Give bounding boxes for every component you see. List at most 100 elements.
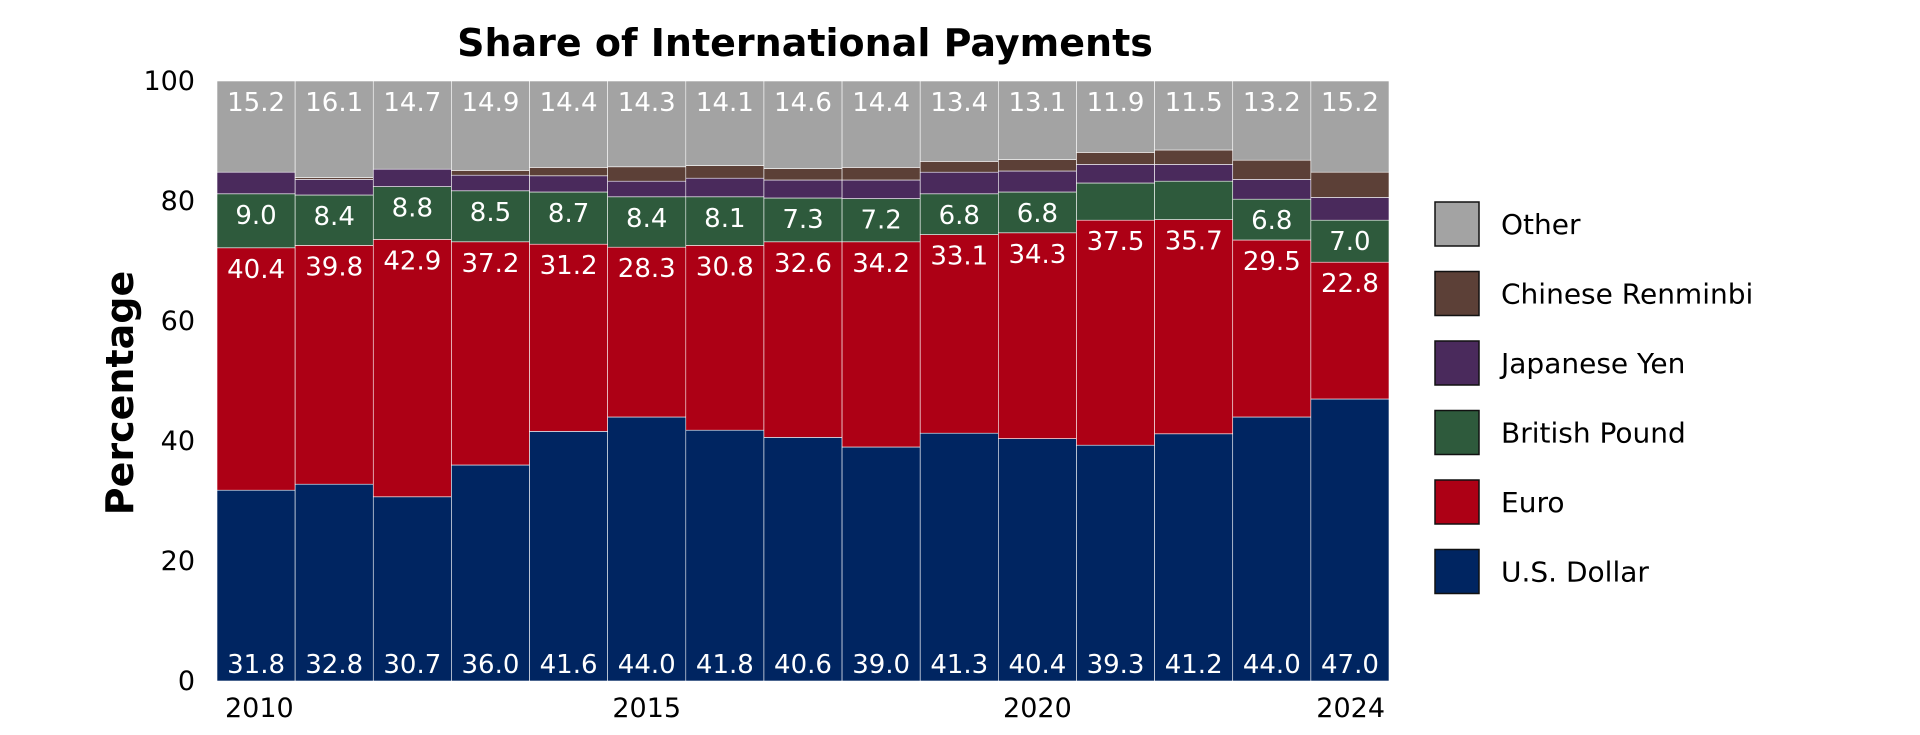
bar-segment [1232,179,1312,200]
data-label: 31.8 [227,650,285,680]
bar-segment [451,174,530,192]
data-label: 8.1 [704,204,745,234]
bar-segment [919,234,999,434]
data-label: 39.3 [1087,650,1145,680]
data-label: 7.3 [782,205,823,235]
x-tick-label: 2010 [225,693,294,724]
data-label: 13.2 [1243,88,1301,118]
bar-segment [1310,219,1390,263]
bar-segment [1310,171,1390,198]
legend-swatch [1434,479,1480,525]
bar-segment [919,161,999,173]
bar-segment [841,446,921,682]
bar-segment [998,170,1077,193]
data-label: 6.8 [939,201,980,231]
bar-segment [763,241,843,438]
legend-swatch [1434,340,1480,386]
bar-segment [294,80,374,178]
data-label: 22.8 [1321,269,1379,299]
bar-segment [1232,239,1312,418]
bar-segment [841,198,921,243]
legend-label: Other [1501,208,1581,241]
data-label: 36.0 [462,650,520,680]
bar-segment [451,464,530,682]
data-label: 41.2 [1165,650,1223,680]
bar-segment [372,80,452,170]
data-label: 8.4 [626,204,667,234]
bar-segment [607,416,687,682]
bar-segment [998,438,1077,682]
data-label: 32.6 [774,249,832,279]
x-tick-label: 2015 [612,693,681,724]
bar-segment [841,241,921,448]
bar-segment [372,239,452,498]
data-label: 8.7 [548,199,589,229]
data-label: 35.7 [1165,227,1223,257]
data-label: 30.8 [696,252,754,282]
data-label: 8.5 [470,198,511,228]
data-label: 34.2 [852,249,910,279]
data-label: 11.5 [1165,88,1223,118]
bar-segment [1154,219,1234,435]
legend-label: Chinese Renminbi [1501,278,1753,311]
data-label: 47.0 [1321,650,1379,680]
bar-segment [685,177,765,198]
bar-segment [216,247,296,491]
data-label: 13.4 [930,88,988,118]
data-label: 41.6 [540,650,598,680]
bar-segment [685,429,765,682]
data-label: 13.1 [1008,88,1066,118]
bar-segment [451,80,530,171]
bar-segment [1154,164,1234,182]
bar-segment [1232,198,1312,241]
legend-swatch [1434,201,1480,247]
x-axis-ticks: 2010 2015 2020 2024 [225,693,1385,724]
data-label: 31.2 [540,251,598,281]
y-tick-label: 0 [178,666,195,697]
data-label: 34.3 [1008,240,1066,270]
data-label: 33.1 [930,242,988,272]
data-label: 28.3 [618,254,676,284]
bar-segment [607,246,687,418]
data-label: 39.0 [852,650,910,680]
legend-label: British Pound [1501,417,1686,450]
bar-segment [1076,444,1155,682]
bar-segment [372,168,452,187]
legend-swatch [1434,409,1480,456]
y-tick-label: 100 [143,66,195,97]
bar-segment [607,166,687,182]
bar-segment [294,194,374,246]
bar-segment [607,180,687,198]
bar-segment [529,243,608,432]
y-axis-ticks: 0 20 40 60 80 100 [143,66,195,697]
bar-segment [1310,398,1390,682]
bar-segment [919,80,999,162]
bar-segment [919,432,999,682]
data-label: 39.8 [305,252,363,282]
bar-segment [685,165,765,179]
data-label: 14.4 [852,88,910,118]
bar-segment [1232,80,1312,161]
x-tick-label: 2020 [1003,693,1072,724]
data-label: 8.8 [392,194,433,224]
data-label: 7.2 [860,206,901,236]
bar-segment [1232,159,1312,180]
bar-segment [919,193,999,235]
bar-segment [1154,80,1234,151]
legend-swatch [1434,548,1480,595]
bar-segment [998,232,1077,439]
bar-segment [1076,152,1155,165]
bar-segment [1310,197,1390,221]
data-label: 14.9 [462,88,520,118]
data-label: 42.9 [383,246,441,276]
bar-segment [1232,416,1312,682]
bar-segment [294,245,374,485]
bar-segment [372,186,452,240]
bar-segment [763,179,843,199]
data-label: 14.7 [383,88,441,118]
bar-segment [1076,182,1155,221]
bar-segment [1310,80,1390,173]
data-label: 14.3 [618,88,676,118]
